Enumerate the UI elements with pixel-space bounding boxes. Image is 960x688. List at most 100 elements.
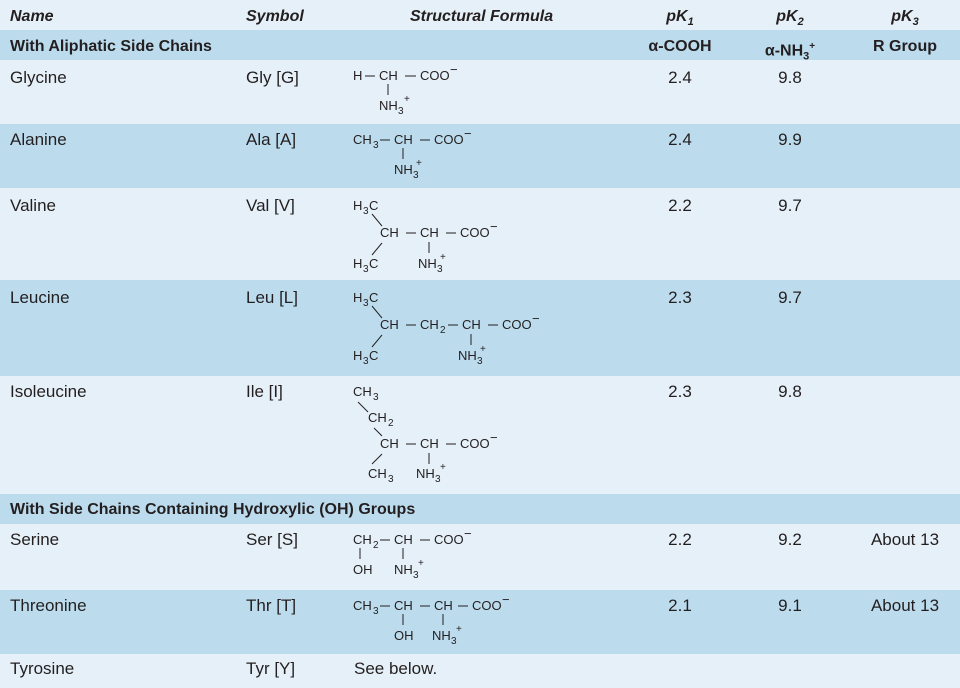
- amino-acid-symbol: Gly [G]: [246, 68, 299, 87]
- pk1-value: 2.4: [668, 130, 692, 149]
- svg-text:2: 2: [373, 540, 379, 551]
- svg-text:3: 3: [477, 356, 483, 367]
- svg-text:NH: NH: [432, 628, 451, 643]
- svg-text:OH: OH: [394, 628, 414, 643]
- svg-text:CH: CH: [380, 225, 399, 240]
- svg-text:−: −: [502, 592, 510, 607]
- svg-text:3: 3: [398, 106, 404, 117]
- svg-text:3: 3: [363, 298, 369, 309]
- svg-text:CH: CH: [353, 384, 372, 399]
- amino-acid-symbol: Val [V]: [246, 196, 295, 215]
- amino-acid-symbol: Thr [T]: [246, 596, 297, 615]
- amino-acid-symbol: Ala [A]: [246, 130, 297, 149]
- svg-text:CH: CH: [434, 598, 453, 613]
- svg-text:C: C: [369, 198, 378, 213]
- svg-text:H: H: [353, 256, 362, 271]
- section-pk2-label: α-NH3+: [764, 41, 816, 63]
- svg-text:3: 3: [363, 206, 369, 217]
- pk3-value: About 13: [870, 596, 940, 615]
- pk2-value: 9.8: [778, 382, 802, 401]
- structural-formula-alanine: CH 3 CH COO − NH 3 +: [353, 126, 472, 181]
- structural-formula-isoleucine: CH 3 CH 2 CH CH COO − CH 3 NH 3 +: [353, 384, 498, 485]
- svg-text:CH: CH: [368, 410, 387, 425]
- svg-text:COO: COO: [460, 436, 490, 451]
- svg-text:OH: OH: [353, 562, 373, 577]
- svg-text:NH: NH: [416, 466, 435, 481]
- amino-acid-name: Alanine: [10, 130, 67, 149]
- svg-text:C: C: [369, 290, 378, 305]
- structural-formula-threonine: CH 3 CH CH COO − OH NH 3 +: [353, 592, 510, 647]
- svg-text:CH: CH: [420, 317, 439, 332]
- svg-text:CH: CH: [353, 132, 372, 147]
- svg-text:3: 3: [373, 392, 379, 403]
- svg-text:−: −: [490, 219, 498, 234]
- svg-text:CH: CH: [368, 466, 387, 481]
- amino-acid-name: Serine: [10, 530, 60, 549]
- amino-acid-name: Glycine: [10, 68, 67, 87]
- svg-text:NH: NH: [458, 348, 477, 363]
- svg-text:3: 3: [373, 606, 379, 617]
- pk1-value: 2.4: [668, 68, 692, 87]
- svg-text:3: 3: [363, 264, 369, 275]
- header-structural-formula: Structural Formula: [410, 8, 554, 25]
- header-symbol: Symbol: [246, 8, 304, 25]
- amino-acid-name: Leucine: [10, 288, 70, 307]
- svg-text:COO: COO: [434, 532, 464, 547]
- svg-text:CH: CH: [353, 532, 372, 547]
- pk2-value: 9.7: [778, 196, 802, 215]
- section-title: With Side Chains Containing Hydroxylic (…: [10, 501, 416, 518]
- amino-acid-symbol: Tyr [Y]: [246, 659, 296, 678]
- svg-text:NH: NH: [394, 162, 413, 177]
- table-row-alanine: Alanine Ala [A] CH 3 CH COO − NH 3 + 2.4…: [0, 124, 960, 188]
- table-row-valine: Valine Val [V] H 3 C CH CH COO − H 3 C N…: [0, 188, 960, 280]
- svg-text:NH: NH: [418, 256, 437, 271]
- svg-text:−: −: [450, 62, 458, 77]
- svg-text:3: 3: [413, 170, 419, 181]
- svg-text:3: 3: [413, 570, 419, 581]
- pk2-value: 9.8: [778, 68, 802, 87]
- amino-acid-symbol: Leu [L]: [246, 288, 298, 307]
- header-name: Name: [10, 8, 54, 25]
- section-pk3-label: R Group: [873, 38, 937, 55]
- section-header-aliphatic: With Aliphatic Side Chains α-COOH α-NH3+…: [0, 30, 960, 63]
- svg-text:2: 2: [388, 418, 394, 429]
- table-row-leucine: Leucine Leu [L] H 3 C CH CH 2 CH COO − H…: [0, 280, 960, 376]
- svg-text:+: +: [440, 252, 446, 263]
- svg-text:CH: CH: [394, 598, 413, 613]
- svg-text:3: 3: [388, 474, 394, 485]
- svg-text:CH: CH: [420, 225, 439, 240]
- svg-text:H: H: [353, 290, 362, 305]
- svg-text:−: −: [464, 126, 472, 141]
- svg-text:COO: COO: [502, 317, 532, 332]
- svg-text:+: +: [404, 94, 410, 105]
- pk1-value: 2.2: [668, 530, 692, 549]
- table-row-glycine: Glycine Gly [G] H CH COO − NH 3 + 2.4 9.…: [0, 60, 960, 124]
- table-row-isoleucine: Isoleucine Ile [I] CH 3 CH 2 CH CH COO −…: [0, 376, 960, 494]
- header-pk1: pK1: [666, 8, 694, 29]
- header-pk3: pK3: [891, 8, 919, 29]
- svg-text:3: 3: [451, 636, 457, 647]
- amino-acid-symbol: Ile [I]: [246, 382, 283, 401]
- amino-acid-name: Tyrosine: [10, 659, 75, 678]
- pk1-value: 2.3: [668, 382, 692, 401]
- svg-text:−: −: [490, 430, 498, 445]
- section-title: With Aliphatic Side Chains: [10, 38, 212, 55]
- svg-text:2: 2: [440, 325, 446, 336]
- structural-formula-leucine: H 3 C CH CH 2 CH COO − H 3 C NH 3 +: [353, 290, 540, 367]
- svg-text:−: −: [532, 311, 540, 326]
- section-header-hydroxylic: With Side Chains Containing Hydroxylic (…: [0, 494, 960, 524]
- svg-text:+: +: [480, 344, 486, 355]
- svg-text:3: 3: [373, 140, 379, 151]
- svg-text:3: 3: [437, 264, 443, 275]
- structural-formula-valine: H 3 C CH CH COO − H 3 C NH 3 +: [353, 198, 498, 275]
- pk2-value: 9.2: [778, 530, 802, 549]
- svg-text:CH: CH: [379, 68, 398, 83]
- table-row-serine: Serine Ser [S] CH 2 CH COO − OH NH 3 + 2…: [0, 524, 960, 590]
- svg-text:H: H: [353, 68, 362, 83]
- svg-text:COO: COO: [420, 68, 450, 83]
- svg-text:CH: CH: [394, 132, 413, 147]
- table-row-threonine: Threonine Thr [T] CH 3 CH CH COO − OH NH…: [0, 590, 960, 654]
- pk3-value: About 13: [870, 530, 940, 549]
- pk1-value: 2.1: [668, 596, 692, 615]
